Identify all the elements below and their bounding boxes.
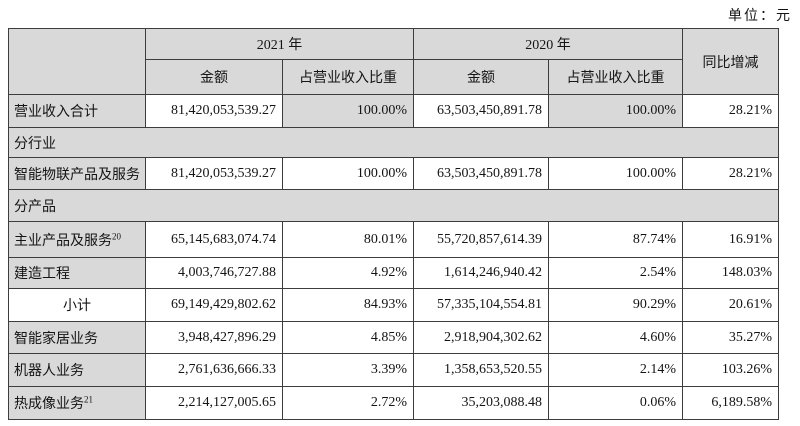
col-header-amount-2021: 金额 — [145, 59, 283, 95]
row-label: 建造工程 — [8, 257, 146, 289]
pct-2020: 87.74% — [548, 221, 683, 258]
yoy-change: 28.21% — [682, 94, 779, 128]
col-group-2021: 2021 年 — [145, 28, 414, 60]
amount-2021: 69,149,429,802.62 — [145, 288, 283, 322]
section-label: 分产品 — [8, 189, 779, 222]
sub-header-row: 金额 占营业收入比重 金额 占营业收入比重 — [9, 59, 779, 95]
pct-2020: 100.00% — [548, 94, 683, 128]
col-header-yoy: 同比增减 — [682, 28, 779, 95]
amount-2020: 2,918,904,302.62 — [413, 321, 549, 354]
amount-2021: 81,420,053,539.27 — [145, 94, 283, 128]
table-row-main-products: 主业产品及服务20 65,145,683,074.74 80.01% 55,72… — [8, 221, 779, 258]
amount-2020: 1,614,246,940.42 — [413, 257, 549, 289]
pct-2021: 84.93% — [282, 288, 414, 322]
amount-2021: 2,214,127,005.65 — [145, 386, 283, 420]
amount-2021: 65,145,683,074.74 — [145, 221, 283, 258]
table-row-robotics: 机器人业务 2,761,636,666.33 3.39% 1,358,653,5… — [8, 353, 779, 387]
yoy-change: 6,189.58% — [682, 386, 779, 420]
pct-2020: 90.29% — [548, 288, 683, 322]
yoy-change: 20.61% — [682, 288, 779, 322]
table-row-construction: 建造工程 4,003,746,727.88 4.92% 1,614,246,94… — [8, 257, 779, 289]
pct-2021: 4.92% — [282, 257, 414, 289]
col-group-2020: 2020 年 — [413, 28, 683, 60]
yoy-change: 28.21% — [682, 157, 779, 190]
pct-2021: 100.00% — [282, 94, 414, 128]
yoy-change: 103.26% — [682, 353, 779, 387]
pct-2021: 4.85% — [282, 321, 414, 354]
col-header-pct-2021: 占营业收入比重 — [282, 59, 414, 95]
col-header-amount-2020: 金额 — [413, 59, 549, 95]
section-row-by-industry: 分行业 — [8, 127, 779, 158]
yoy-change: 35.27% — [682, 321, 779, 354]
row-label: 机器人业务 — [8, 353, 146, 387]
amount-2020: 35,203,088.48 — [413, 386, 549, 420]
row-label: 智能物联产品及服务 — [8, 157, 146, 190]
yoy-change: 16.91% — [682, 221, 779, 258]
pct-2021: 3.39% — [282, 353, 414, 387]
row-label: 主业产品及服务20 — [8, 221, 146, 258]
footnote-ref: 20 — [112, 230, 121, 241]
col-header-pct-2020: 占营业收入比重 — [548, 59, 683, 95]
section-row-by-product: 分产品 — [8, 189, 779, 222]
table-row-aiot-products: 智能物联产品及服务 81,420,053,539.27 100.00% 63,5… — [8, 157, 779, 190]
pct-2021: 2.72% — [282, 386, 414, 420]
amount-2020: 1,358,653,520.55 — [413, 353, 549, 387]
section-label: 分行业 — [8, 127, 779, 158]
row-label: 智能家居业务 — [8, 321, 146, 354]
year-header-row: 2021 年 2020 年 同比增减 — [8, 28, 779, 95]
amount-2020: 55,720,857,614.39 — [413, 221, 549, 258]
table-row-subtotal: 小计 69,149,429,802.62 84.93% 57,335,104,5… — [8, 288, 779, 322]
amount-2021: 2,761,636,666.33 — [145, 353, 283, 387]
corner-cell — [8, 28, 146, 95]
row-label: 小计 — [8, 288, 146, 322]
amount-2020: 63,503,450,891.78 — [413, 157, 549, 190]
revenue-breakdown-table: 2021 年 2020 年 同比增减 金额 占营业收入比重 金额 占营业收入比重… — [8, 28, 779, 420]
table-row-total-revenue: 营业收入合计 81,420,053,539.27 100.00% 63,503,… — [8, 94, 779, 128]
pct-2021: 100.00% — [282, 157, 414, 190]
table-row-thermal-imaging: 热成像业务21 2,214,127,005.65 2.72% 35,203,08… — [8, 386, 779, 420]
pct-2021: 80.01% — [282, 221, 414, 258]
yoy-change: 148.03% — [682, 257, 779, 289]
row-label: 营业收入合计 — [8, 94, 146, 128]
pct-2020: 2.54% — [548, 257, 683, 289]
amount-2021: 4,003,746,727.88 — [145, 257, 283, 289]
amount-2020: 63,503,450,891.78 — [413, 94, 549, 128]
pct-2020: 2.14% — [548, 353, 683, 387]
amount-2020: 57,335,104,554.81 — [413, 288, 549, 322]
table-row-smart-home: 智能家居业务 3,948,427,896.29 4.85% 2,918,904,… — [8, 321, 779, 354]
pct-2020: 4.60% — [548, 321, 683, 354]
footnote-ref: 21 — [84, 394, 93, 405]
row-label: 热成像业务21 — [8, 386, 146, 420]
pct-2020: 100.00% — [548, 157, 683, 190]
amount-2021: 3,948,427,896.29 — [145, 321, 283, 354]
unit-note: 单位：元 — [728, 9, 792, 24]
amount-2021: 81,420,053,539.27 — [145, 157, 283, 190]
pct-2020: 0.06% — [548, 386, 683, 420]
